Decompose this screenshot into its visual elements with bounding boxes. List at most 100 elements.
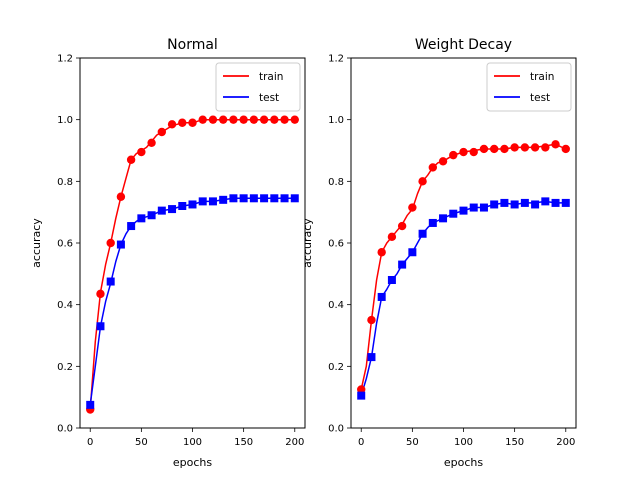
chart-weight-decay-train-point	[387, 232, 397, 242]
chart-weight-decay-series-train-markers	[357, 140, 570, 394]
chart-weight-decay-test-point	[561, 198, 570, 207]
chart-weight-decay-train-point	[449, 150, 458, 160]
chart-weight-decay-test-point	[479, 203, 488, 212]
chart-normal-legend: train test	[215, 62, 301, 112]
chart-normal-y-tick-label: 0.4	[57, 300, 73, 311]
chart-weight-decay-test-point	[510, 200, 519, 209]
chart-normal-x-axis-label: epochs	[173, 456, 212, 469]
chart-weight-decay-train-point	[500, 144, 509, 154]
chart-weight-decay-x-tick-label: 50	[406, 437, 419, 448]
chart-normal-train-point	[126, 155, 136, 164]
chart-weight-decay-test-point	[500, 198, 509, 207]
chart-normal-train-point	[106, 238, 115, 248]
chart-normal-test-point	[229, 194, 238, 203]
chart-weight-decay-test-point	[428, 218, 437, 227]
chart-weight-decay-x-tick-label: 150	[505, 437, 524, 448]
chart-normal-test-point	[168, 205, 177, 214]
chart-weight-decay-y-tick-label: 0.6	[328, 239, 344, 250]
chart-weight-decay-test-point	[541, 197, 550, 206]
chart-weight-decay-train-point	[397, 221, 407, 231]
chart-normal-train-point	[259, 115, 269, 124]
chart-weight-decay-x-axis-label: epochs	[444, 456, 483, 469]
chart-weight-decay-legend: train test	[486, 62, 572, 112]
chart-weight-decay-test-point	[531, 200, 540, 209]
chart-weight-decay-train-point	[520, 143, 530, 152]
chart-normal-train-point	[178, 118, 187, 127]
chart-weight-decay-train-point	[551, 140, 560, 149]
chart-normal-test-point	[127, 222, 136, 231]
chart-normal-train-point	[157, 127, 167, 137]
chart-weight-decay: 0 50 100 150 200 0.0 0.2 0.4 0.6 0.8 1.0 1.2 Weight …	[301, 37, 577, 469]
chart-normal-legend-label-train: train	[259, 71, 283, 83]
chart-weight-decay-test-point	[551, 198, 560, 207]
chart-weight-decay-legend-label-train: train	[530, 71, 554, 83]
chart-normal-y-tick-label: 0.8	[57, 177, 73, 188]
chart-weight-decay-test-point	[520, 198, 529, 207]
chart-weight-decay-y-tick-label: 0.8	[328, 177, 344, 188]
chart-normal-test-point	[260, 194, 269, 203]
chart-weight-decay-test-point	[357, 391, 366, 400]
chart-weight-decay-train-point	[561, 144, 570, 154]
chart-normal-test-point	[147, 211, 156, 220]
chart-weight-decay-train-point	[541, 143, 550, 152]
chart-normal-train-point	[96, 289, 105, 299]
chart-weight-decay-train-point	[367, 315, 376, 325]
chart-normal-test-point	[178, 202, 187, 210]
chart-normal-y-tick-label: 1.0	[57, 115, 73, 126]
chart-weight-decay-y-tick-label: 1.2	[328, 54, 344, 65]
chart-weight-decay-test-point	[449, 209, 458, 218]
chart-normal-legend-box	[215, 62, 301, 112]
chart-weight-decay-train-point	[438, 157, 448, 166]
chart-normal-x-tick-label: 50	[135, 437, 148, 448]
chart-normal: 0 50 100 150 200 0.0 0.2 0.4 0.6 0.8 1.0 1.2 Normal e…	[30, 37, 306, 469]
chart-normal-test-point	[290, 194, 299, 203]
chart-weight-decay-y-axis-label: accuracy	[301, 218, 314, 268]
chart-weight-decay-test-point	[377, 292, 386, 301]
chart-weight-decay-x-tick-label: 0	[358, 437, 364, 448]
chart-normal-test-point	[208, 197, 217, 206]
chart-weight-decay-title: Weight Decay	[415, 37, 512, 53]
chart-normal-test-point	[239, 194, 248, 203]
chart-weight-decay-test-point	[408, 248, 417, 257]
chart-normal-train-point	[167, 120, 177, 129]
chart-weight-decay-train-point	[408, 203, 417, 212]
chart-normal-train-point	[137, 147, 146, 157]
chart-normal-test-point	[96, 322, 105, 331]
chart-weight-decay-test-point	[439, 214, 448, 223]
chart-weight-decay-train-point	[459, 147, 468, 157]
chart-weight-decay-train-point	[510, 143, 519, 152]
chart-normal-test-point	[157, 206, 166, 215]
chart-weight-decay-train-point	[489, 144, 499, 154]
chart-normal-train-point	[239, 115, 248, 124]
chart-normal-x-tick-label: 0	[87, 437, 93, 448]
chart-normal-test-point	[106, 277, 115, 286]
chart-normal-y-tick-label: 0.0	[57, 424, 73, 435]
chart-weight-decay-test-point	[469, 203, 478, 212]
chart-normal-train-point	[188, 118, 197, 127]
chart-weight-decay-y-tick-label: 0.4	[328, 300, 344, 311]
chart-normal-test-point	[219, 195, 228, 204]
chart-normal-test-point	[198, 197, 207, 206]
chart-normal-title: Normal	[167, 37, 218, 53]
chart-normal-train-point	[147, 138, 156, 147]
chart-weight-decay-test-point	[387, 276, 396, 284]
chart-weight-decay-x-tick-label: 200	[556, 437, 575, 448]
chart-normal-test-point	[86, 400, 95, 409]
chart-normal-train-point	[116, 192, 126, 201]
chart-weight-decay-train-point	[479, 144, 489, 154]
chart-weight-decay-train-point	[377, 248, 386, 257]
chart-normal-test-point	[116, 240, 125, 249]
chart-normal-x-tick-label: 150	[234, 437, 253, 448]
chart-normal-train-point	[198, 115, 207, 124]
chart-weight-decay-x-tick-label: 100	[454, 437, 473, 448]
chart-normal-series-test-markers	[86, 194, 299, 409]
chart-weight-decay-legend-label-test: test	[530, 92, 550, 104]
chart-normal-train-point	[229, 115, 238, 124]
chart-normal-legend-label-test: test	[259, 92, 279, 104]
chart-weight-decay-train-point	[428, 163, 438, 172]
chart-normal-train-point	[270, 115, 279, 124]
chart-normal-test-point	[188, 200, 197, 209]
chart-weight-decay-test-point	[398, 260, 407, 269]
chart-normal-y-axis-label: accuracy	[30, 218, 43, 268]
